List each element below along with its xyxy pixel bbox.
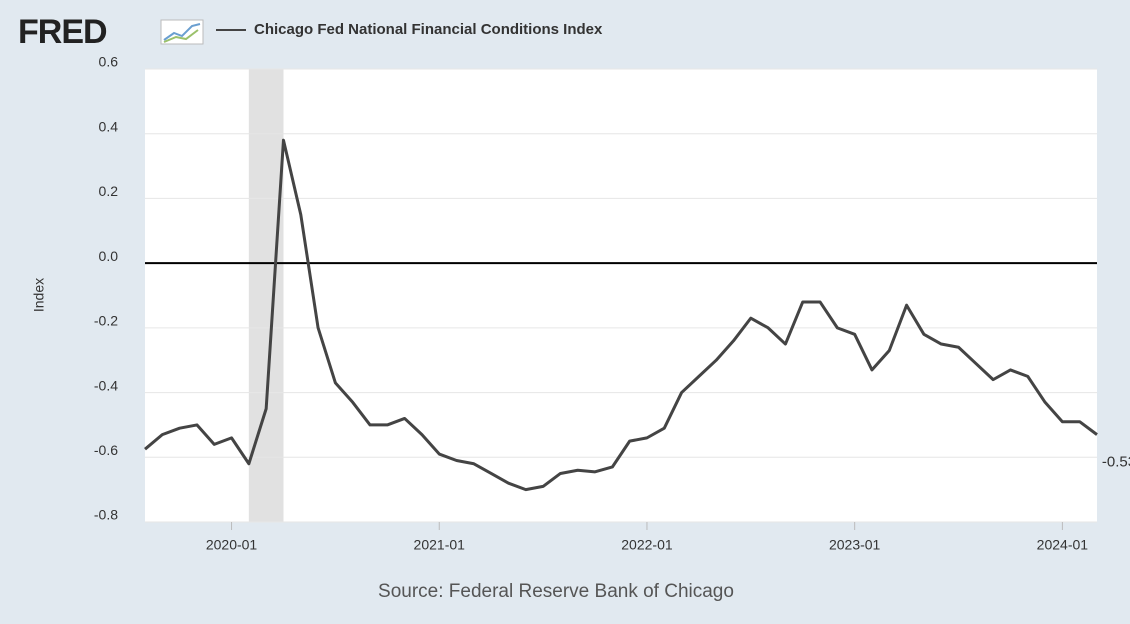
x-tick-label: 2020-01 <box>206 537 258 553</box>
y-tick-label: 0.6 <box>99 54 119 70</box>
source-note: Source: Federal Reserve Bank of Chicago <box>378 581 734 602</box>
y-tick-label: 0.4 <box>99 118 119 134</box>
x-tick-label: 2024-01 <box>1037 537 1089 553</box>
x-tick-label: 2021-01 <box>414 537 466 553</box>
y-tick-label: -0.4 <box>94 377 118 393</box>
recession-shading <box>248 69 284 522</box>
plot-area <box>145 69 1097 522</box>
last-value-label: -0.53 <box>1102 454 1130 471</box>
y-tick-label: -0.6 <box>94 442 118 458</box>
y-tick-label: -0.8 <box>94 507 118 523</box>
logo: FRED <box>18 13 107 51</box>
y-tick-label: 0.0 <box>99 248 119 264</box>
logo-icon <box>160 19 204 45</box>
y-tick-label: -0.2 <box>94 313 118 329</box>
y-axis-label: Index <box>31 278 47 312</box>
series-line <box>144 138 1098 492</box>
y-tick-label: 0.2 <box>99 183 119 199</box>
x-tick-label: 2023-01 <box>829 537 881 553</box>
legend-label: Chicago Fed National Financial Condition… <box>254 21 603 38</box>
x-tick-label: 2022-01 <box>621 537 673 553</box>
